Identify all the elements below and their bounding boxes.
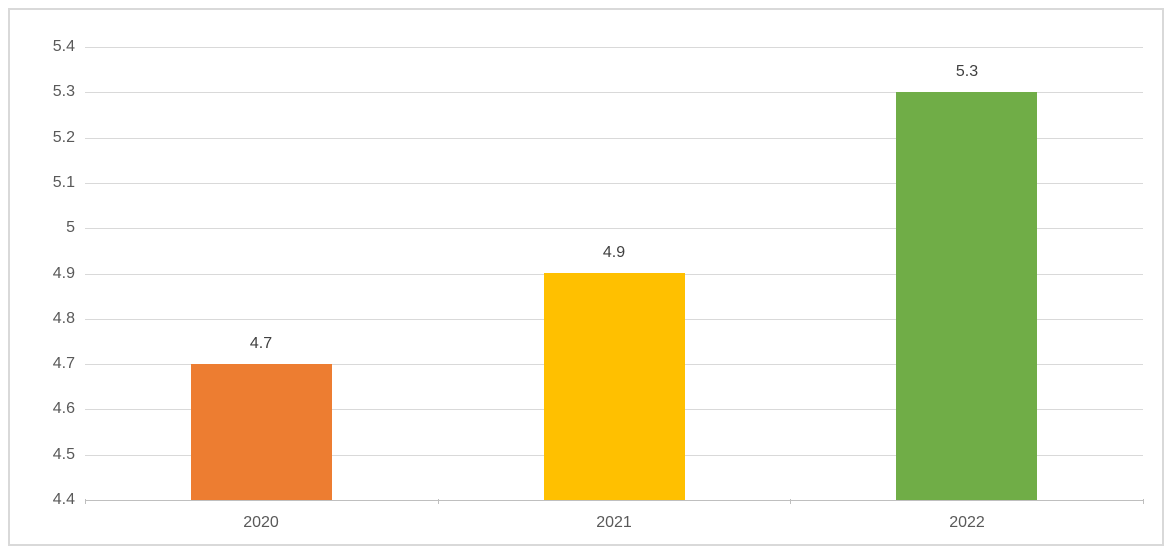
- gridline: [85, 183, 1143, 184]
- y-tick-label: 4.5: [52, 446, 75, 463]
- plot-area: 4.7 4.9 5.3: [85, 47, 1144, 504]
- bar-data-label: 5.3: [955, 63, 979, 80]
- y-tick-label: 4.6: [52, 400, 75, 417]
- bar-2021: [544, 273, 685, 500]
- x-axis-tick: [85, 499, 86, 504]
- gridline: [85, 228, 1143, 229]
- x-axis-tick: [790, 499, 791, 504]
- y-tick-label: 5.1: [52, 174, 75, 191]
- y-tick-label: 4.4: [52, 491, 75, 508]
- x-axis-tick: [438, 499, 439, 504]
- y-tick-label: 5.4: [52, 38, 75, 55]
- y-tick-label: 5: [66, 219, 75, 236]
- y-tick-label: 5.3: [52, 83, 75, 100]
- x-axis-line: [85, 500, 1143, 501]
- x-category-label: 2021: [596, 514, 632, 531]
- y-tick-label: 4.7: [52, 355, 75, 372]
- bar-2020: [191, 364, 332, 500]
- bar-2022: [896, 92, 1037, 500]
- x-category-label: 2020: [243, 514, 279, 531]
- x-category-label: 2022: [949, 514, 985, 531]
- bar-data-label: 4.9: [602, 244, 626, 261]
- gridline: [85, 138, 1143, 139]
- chart-frame: 4.7 4.9 5.3 4.4 4.5 4.6 4.7 4.8 4.9 5 5.1 5.2 5.3 5.…: [8, 8, 1164, 546]
- gridline: [85, 92, 1143, 93]
- x-axis-tick: [1143, 499, 1144, 504]
- y-tick-label: 4.8: [52, 310, 75, 327]
- y-tick-label: 5.2: [52, 129, 75, 146]
- gridline: [85, 47, 1143, 48]
- bar-data-label: 4.7: [249, 335, 273, 352]
- y-tick-label: 4.9: [52, 265, 75, 282]
